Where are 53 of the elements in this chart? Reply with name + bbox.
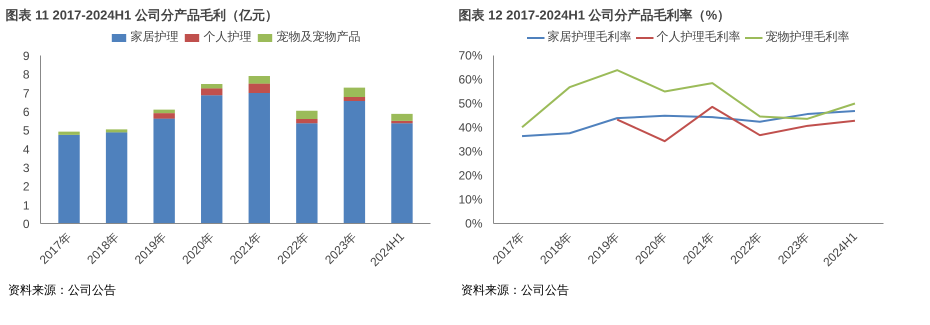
y-tick-label: 8 (22, 68, 30, 82)
y-tick-label: 5 (22, 124, 30, 138)
y-tick-label: 10% (458, 192, 483, 206)
y-tick-label: 6 (22, 105, 30, 119)
bar (201, 84, 222, 88)
chart-title: 图表 12 2017-2024H1 公司分产品毛利率（%） (458, 8, 730, 22)
y-tick-label: 3 (22, 161, 30, 175)
bar (248, 76, 270, 84)
line-series (521, 110, 856, 138)
bar (391, 114, 413, 121)
y-tick-label: 70% (458, 48, 483, 62)
legend-label: 个人护理 (204, 28, 252, 46)
bar (106, 129, 128, 132)
bar (153, 113, 175, 119)
bar (391, 123, 413, 224)
legend-label: 家居护理毛利率 (548, 28, 632, 46)
bar (153, 118, 175, 224)
y-tick-label: 7 (22, 86, 30, 100)
bar (58, 132, 80, 135)
y-tick-label: 60% (458, 72, 483, 86)
y-tick-label: 1 (22, 198, 30, 212)
legend-label: 家居护理 (130, 28, 178, 46)
bar (344, 88, 366, 97)
legend-label: 个人护理毛利率 (656, 28, 740, 46)
bar (296, 123, 318, 224)
bar (344, 96, 366, 102)
y-tick-label: 2 (22, 180, 30, 194)
bar (248, 84, 270, 94)
text: 资料来源：公司公告 (8, 282, 116, 299)
y-tick-label: 30% (458, 144, 483, 158)
line-series (616, 106, 856, 142)
text: 资料来源：公司公告 (461, 282, 569, 299)
bar (201, 88, 222, 96)
y-tick-label: 40% (458, 120, 483, 134)
bar (201, 95, 222, 224)
y-tick-label: 20% (458, 168, 483, 182)
bar (344, 101, 366, 224)
chart-title: 图表 11 2017-2024H1 公司分产品毛利（亿元） (6, 8, 278, 22)
legend-label: 宠物及宠物产品 (276, 28, 360, 46)
bar (58, 134, 80, 224)
bar (106, 132, 128, 224)
bar (248, 93, 270, 224)
y-tick-label: 4 (22, 142, 30, 156)
y-tick-label: 0 (22, 217, 30, 231)
bar (296, 118, 318, 124)
y-tick-label: 0% (465, 216, 483, 230)
bar (391, 120, 413, 124)
legend-label: 宠物护理毛利率 (766, 28, 850, 46)
line-series (521, 69, 856, 128)
bar (296, 110, 318, 119)
y-tick-label: 50% (458, 96, 483, 110)
y-tick-label: 9 (22, 49, 30, 63)
bar (153, 110, 175, 114)
